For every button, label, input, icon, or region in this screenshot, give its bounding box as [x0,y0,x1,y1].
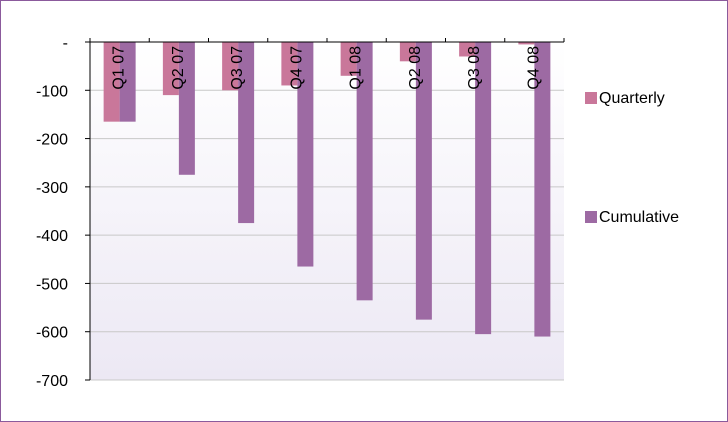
category-label: Q3 08 [466,46,483,90]
category-label: Q2 07 [170,46,187,90]
bar-cumulative-q4-07 [297,42,314,267]
category-label: Q2 08 [407,46,424,90]
y-tick-label: -700 [36,373,68,390]
category-label: Q4 08 [525,46,542,90]
legend: Quarterly Cumulative [585,90,679,226]
category-label: Q1 07 [111,46,128,90]
bar-cumulative-q3-07 [238,42,255,224]
bar-cumulative-q2-07 [178,42,195,175]
gridlines [90,89,564,381]
axes [85,38,565,381]
bar-quarterly-q3-07 [222,42,239,91]
legend-swatch-cumulative [585,211,597,223]
y-tick-labels: - -100 -200 -300 -400 -500 -600 -700 [36,35,68,390]
bar-quarterly-q4-07 [281,42,298,86]
y-tick-label: -100 [36,83,68,100]
legend-label-cumulative: Cumulative [599,209,679,226]
category-labels: Q1 07 Q2 07 Q3 07 Q4 07 Q1 08 Q2 08 Q3 08 Q4 08 [111,46,543,90]
y-tick-label: -300 [36,180,68,197]
y-tick-label: -500 [36,276,68,293]
plot-area [90,42,564,380]
legend-swatch-quarterly [585,92,597,104]
y-tick-label: -400 [36,228,68,245]
bar-cumulative-q3-08 [475,42,492,335]
bar-cumulative-q1-08 [356,42,373,301]
y-tick-label: -200 [36,132,68,149]
bar-quarterly-q4-08 [518,42,535,45]
category-label: Q4 07 [288,46,305,90]
bar-cumulative-q1-07 [119,42,136,122]
bar-quarterly-q3-08 [459,42,476,57]
y-tick-label: -600 [36,325,68,342]
bars [103,42,551,337]
bar-cumulative-q2-08 [415,42,432,320]
legend-label-quarterly: Quarterly [599,90,665,107]
bar-quarterly-q2-08 [399,42,416,62]
bar-quarterly-q2-07 [162,42,179,96]
y-tick-label: - [63,35,68,52]
bar-cumulative-q4-08 [534,42,551,337]
bar-quarterly-q1-08 [340,42,357,76]
category-label: Q3 07 [229,46,246,90]
bar-quarterly-q1-07 [103,42,120,122]
category-label: Q1 08 [348,46,365,90]
